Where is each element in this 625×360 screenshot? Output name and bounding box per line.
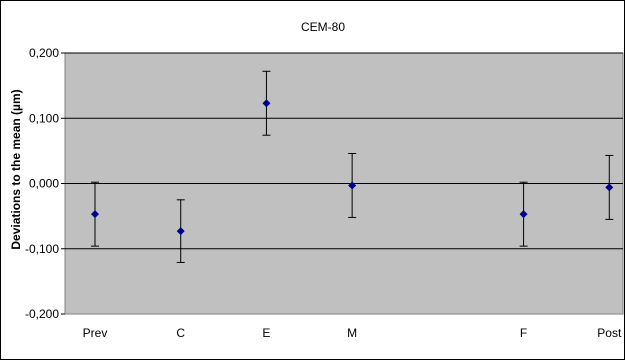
x-tick-label: F [520, 326, 527, 340]
y-axis-ticks: 0,200 0,100 0,000 -0,100 -0,200 [25, 46, 65, 321]
y-tick-label: -0,100 [25, 242, 59, 256]
y-tick-label: 0,100 [29, 111, 59, 125]
x-tick-label: Prev [83, 326, 108, 340]
y-tick-label: 0,000 [29, 177, 59, 191]
data-point [519, 210, 528, 219]
y-tick-label: -0,200 [25, 307, 59, 321]
data-point [605, 183, 614, 192]
chart-title: CEM-80 [301, 20, 345, 34]
data-point [348, 181, 357, 190]
data-points [91, 70, 614, 263]
x-axis-ticks: Prev C E M F Post [83, 326, 622, 340]
y-axis-label: Deviations to the mean (µm) [9, 89, 23, 249]
data-point [262, 99, 271, 108]
data-point [176, 227, 185, 236]
x-tick-label: E [262, 326, 270, 340]
x-tick-label: Post [597, 326, 622, 340]
y-tick-label: 0,200 [29, 46, 59, 60]
data-point [91, 210, 99, 219]
x-tick-label: C [176, 326, 185, 340]
gridlines [65, 52, 623, 250]
x-tick-label: M [347, 326, 357, 340]
